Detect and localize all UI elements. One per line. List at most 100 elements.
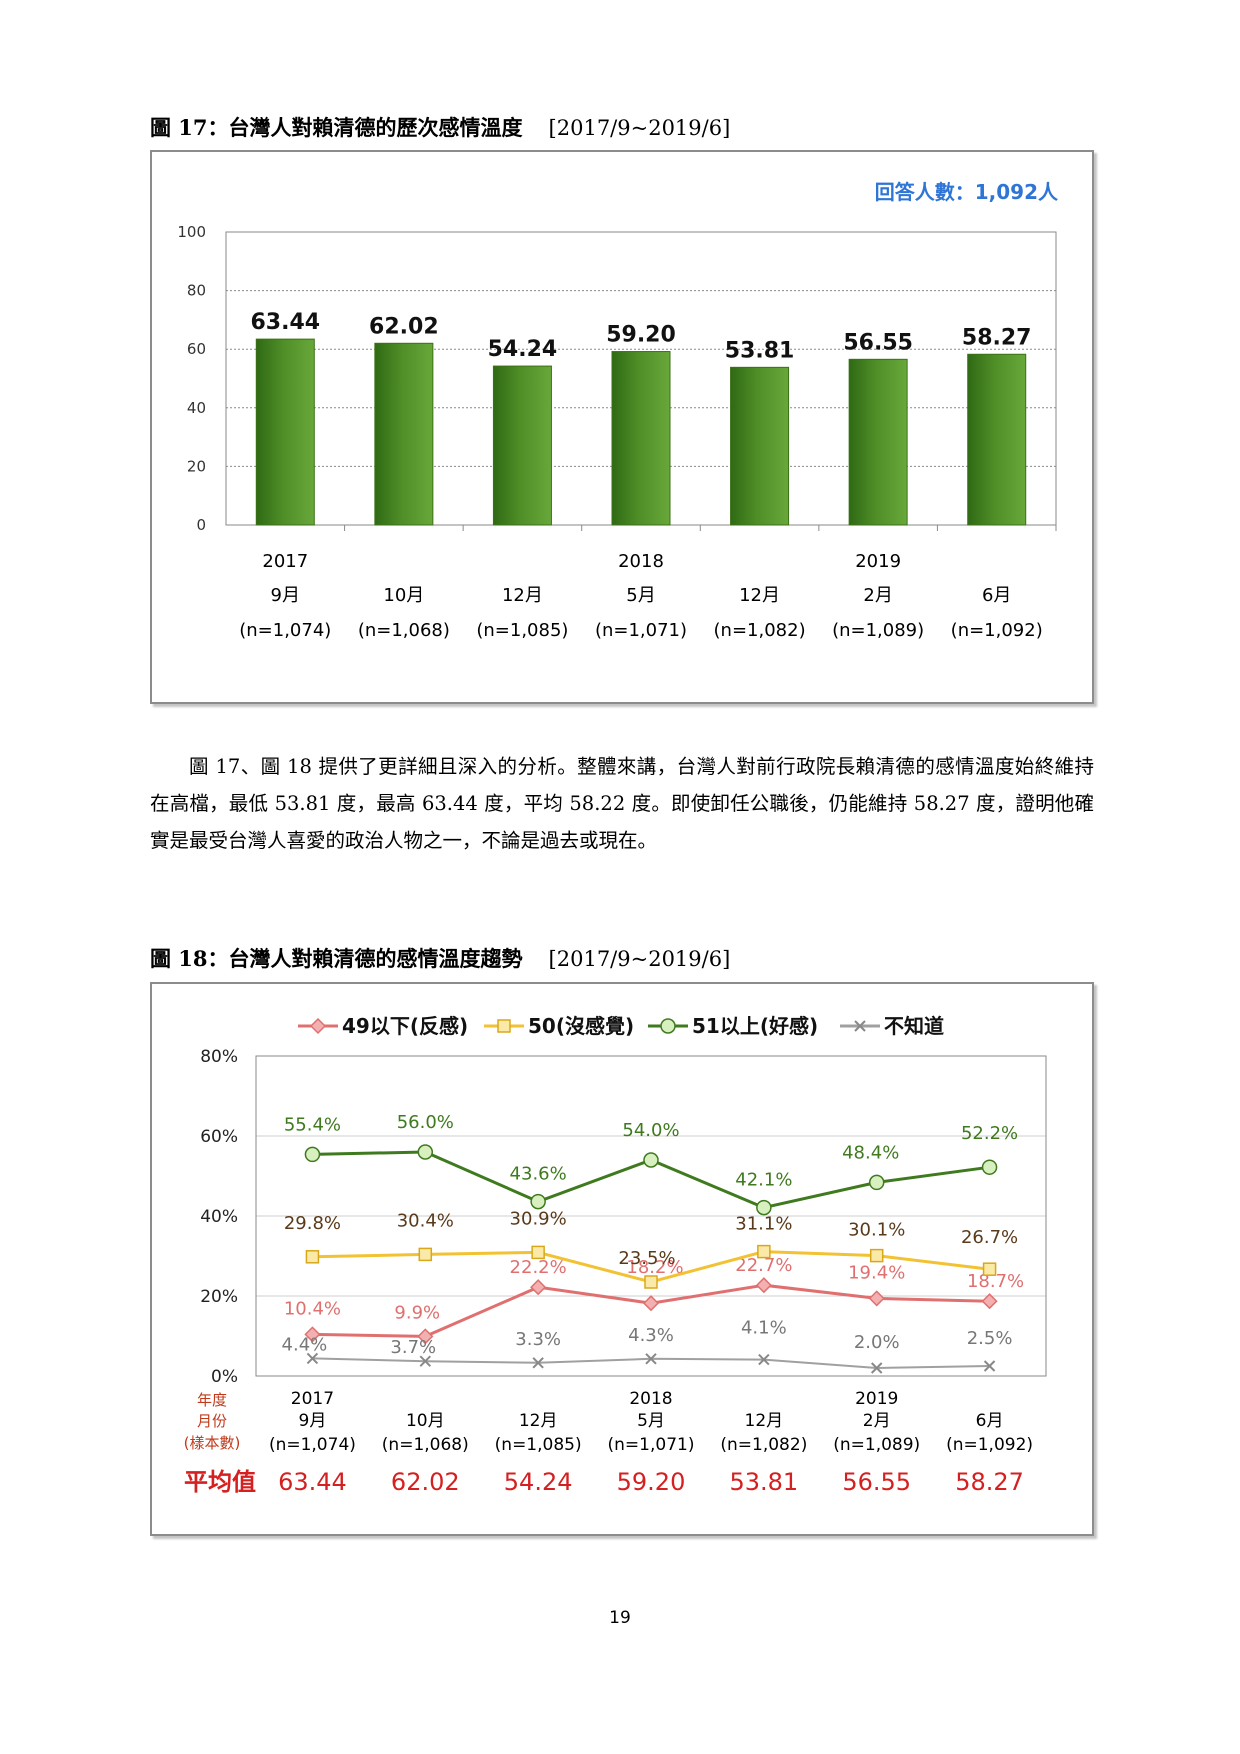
figure-17-range: [2017/9~2019/6] [548, 116, 731, 140]
legend: 49以下(反感) 50(沒感覺) 51以上(好感) 不知道 [298, 1014, 944, 1038]
bar-value-label: 54.24 [488, 337, 558, 362]
data-label: 42.1% [735, 1170, 792, 1191]
x-sample-label: (n=1,082) [720, 1435, 807, 1455]
x-sample-label: (n=1,092) [946, 1435, 1033, 1455]
x-sample-label: (n=1,074) [269, 1435, 356, 1455]
data-point-marker [304, 1326, 321, 1343]
series-unknown: 4.4% 3.7% 3.3% 4.3% 4.1% 2.0% 2.5% [282, 1318, 1013, 1374]
y-tick-label: 100 [177, 223, 206, 241]
x-sample-label: (n=1,089) [832, 620, 924, 641]
x-month-label: 2月 [863, 1411, 891, 1431]
row-label-month: 月份 [197, 1412, 227, 1430]
series-pos: 55.4% 56.0% 43.6% 54.0% 42.1% 48.4% 52.2% [284, 1112, 1018, 1216]
x-sample-label: (n=1,068) [382, 1435, 469, 1455]
x-year-label: 2017 [262, 551, 308, 572]
data-point-marker [497, 1019, 511, 1033]
data-point-marker [854, 1020, 866, 1032]
bar-value-label: 62.02 [369, 314, 439, 339]
data-point-marker [418, 1247, 433, 1262]
x-year-label: 2018 [629, 1389, 672, 1409]
average-row-label: 平均值 [184, 1468, 256, 1496]
data-label: 22.2% [510, 1257, 567, 1278]
data-label: 30.9% [510, 1208, 567, 1229]
y-tick-label: 80 [187, 282, 206, 300]
data-point-marker [305, 1250, 320, 1264]
y-tick-label: 20 [187, 457, 206, 475]
y-tick-label: 20% [200, 1287, 238, 1307]
x-sample-label: (n=1,092) [951, 620, 1043, 641]
average-value: 54.24 [504, 1468, 573, 1496]
data-point-marker [981, 1159, 998, 1175]
data-label: 30.1% [848, 1220, 905, 1241]
data-label: 43.6% [510, 1164, 567, 1185]
data-point-marker [981, 1293, 998, 1310]
x-sample-label: (n=1,071) [608, 1435, 695, 1455]
data-point-marker [869, 1248, 884, 1263]
x-month-label: 12月 [519, 1411, 558, 1431]
x-sample-label: (n=1,082) [714, 620, 806, 641]
y-tick-label: 0 [196, 516, 206, 534]
data-label: 55.4% [284, 1114, 341, 1135]
legend-entry: 49以下(反感) [342, 1014, 468, 1038]
bar-value-label: 63.44 [250, 310, 320, 335]
paragraph-text: 圖 17、圖 18 提供了更詳細且深入的分析。整體來講，台灣人對前行政院長賴清德… [150, 755, 1094, 852]
series-neutral: 29.8% 30.4% 30.9% 23.5% 31.1% 30.1% 26.7% [284, 1208, 1018, 1289]
figure-17-frame: 回答人數：1,092人 0 20 40 60 80 100 63.44 2017 9月 (n=1,0… [150, 150, 1094, 704]
x-sample-label: (n=1,068) [358, 620, 450, 641]
x-year-label: 2018 [618, 551, 664, 572]
data-label: 4.1% [741, 1318, 787, 1339]
x-month-label: 12月 [745, 1411, 784, 1431]
average-value: 62.02 [391, 1468, 460, 1496]
bar [967, 353, 1027, 526]
data-label: 10.4% [284, 1298, 341, 1319]
data-point-marker [419, 1355, 431, 1367]
data-label: 30.4% [397, 1210, 454, 1231]
data-point-marker [660, 1018, 676, 1034]
data-point-marker [530, 1193, 546, 1210]
temperature-bar-chart: 回答人數：1,092人 0 20 40 60 80 100 63.44 2017 9月 (n=1,0… [177, 180, 1059, 641]
data-label: 2.5% [967, 1328, 1013, 1349]
bar [730, 366, 790, 526]
x-sample-label: (n=1,085) [495, 1435, 582, 1455]
data-label: 18.2% [626, 1257, 683, 1278]
bar [492, 365, 552, 526]
data-point-marker [304, 1146, 321, 1163]
data-point-marker [309, 1017, 327, 1035]
row-label-sample: (樣本數) [184, 1434, 241, 1452]
average-value: 56.55 [842, 1468, 911, 1496]
figure-18-frame: 49以下(反感) 50(沒感覺) 51以上(好感) 不知道 0% 20% 40% 60% 80%… [150, 982, 1094, 1536]
x-month-label: 6月 [976, 1411, 1004, 1431]
x-month-label: 5月 [626, 585, 655, 606]
average-value: 53.81 [729, 1468, 798, 1496]
data-point-marker [645, 1353, 657, 1365]
data-label: 56.0% [397, 1112, 454, 1133]
bar-value-label: 58.27 [962, 325, 1032, 350]
x-year-label: 2019 [855, 551, 901, 572]
data-label: 23.5% [618, 1248, 675, 1269]
data-point-marker [758, 1353, 770, 1366]
data-label: 54.0% [622, 1120, 679, 1141]
data-point-marker [982, 1262, 997, 1276]
data-label: 31.1% [735, 1214, 792, 1235]
plot-border [255, 1055, 1047, 1377]
y-tick-label: 40% [200, 1207, 238, 1227]
data-point-marker [871, 1362, 883, 1374]
data-point-marker [531, 1245, 545, 1260]
x-month-label: 10月 [383, 585, 424, 606]
x-sample-label: (n=1,085) [476, 620, 568, 641]
data-point-marker [755, 1277, 772, 1294]
bar [374, 342, 434, 526]
figure-18-title: 圖 18：台灣人對賴清德的感情溫度趨勢 [150, 946, 523, 971]
data-label: 4.4% [282, 1334, 328, 1355]
x-sample-label: (n=1,071) [595, 620, 687, 641]
data-point-marker [417, 1144, 434, 1160]
data-point-marker [757, 1244, 771, 1259]
figure-17-title: 圖 17：台灣人對賴清德的歷次感情溫度 [150, 115, 523, 140]
legend-entry: 不知道 [884, 1014, 944, 1038]
series-neg: 10.4% 9.9% 22.2% 18.2% 22.7% 19.4% 18.7% [284, 1255, 1024, 1345]
y-tick-label: 0% [211, 1367, 238, 1387]
row-label-year: 年度 [197, 1391, 227, 1409]
average-value: 63.44 [278, 1468, 347, 1496]
data-label: 3.3% [515, 1329, 561, 1350]
data-point-marker [530, 1279, 547, 1296]
